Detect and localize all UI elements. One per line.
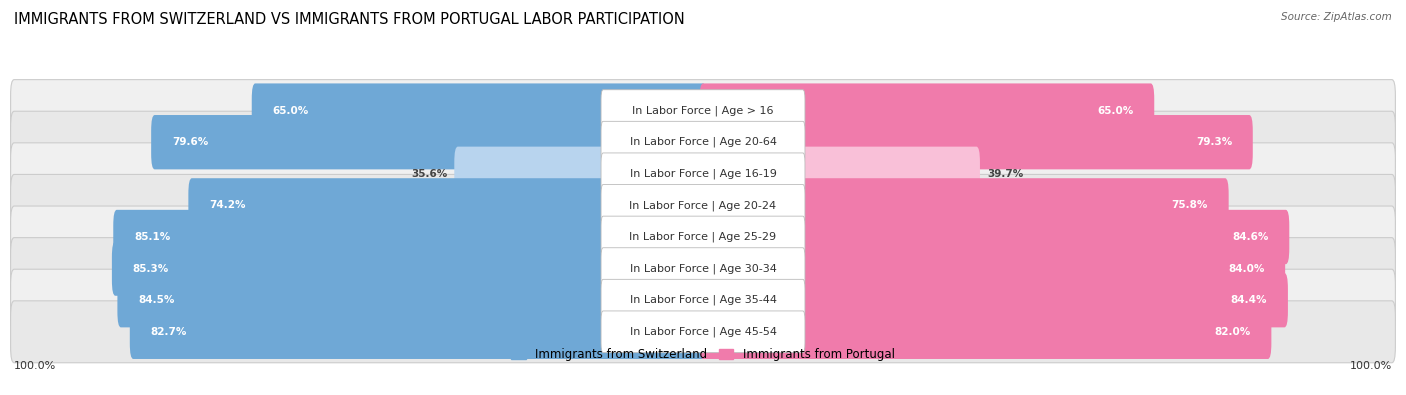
Text: Source: ZipAtlas.com: Source: ZipAtlas.com <box>1281 12 1392 22</box>
Text: 75.8%: 75.8% <box>1171 200 1208 211</box>
FancyBboxPatch shape <box>700 147 980 201</box>
Text: 84.0%: 84.0% <box>1227 263 1264 274</box>
Text: 84.4%: 84.4% <box>1230 295 1267 305</box>
Legend: Immigrants from Switzerland, Immigrants from Portugal: Immigrants from Switzerland, Immigrants … <box>506 343 900 366</box>
FancyBboxPatch shape <box>114 210 706 264</box>
Text: 82.0%: 82.0% <box>1215 327 1251 337</box>
FancyBboxPatch shape <box>112 241 706 296</box>
Text: 39.7%: 39.7% <box>987 169 1024 179</box>
FancyBboxPatch shape <box>11 206 1395 268</box>
FancyBboxPatch shape <box>11 143 1395 205</box>
Text: In Labor Force | Age 45-54: In Labor Force | Age 45-54 <box>630 327 776 337</box>
FancyBboxPatch shape <box>600 311 806 353</box>
Text: In Labor Force | Age 30-34: In Labor Force | Age 30-34 <box>630 263 776 274</box>
Text: 65.0%: 65.0% <box>1097 105 1133 116</box>
FancyBboxPatch shape <box>11 238 1395 299</box>
Text: 35.6%: 35.6% <box>411 169 447 179</box>
Text: 100.0%: 100.0% <box>14 361 56 371</box>
Text: 79.6%: 79.6% <box>172 137 208 147</box>
FancyBboxPatch shape <box>188 178 706 233</box>
FancyBboxPatch shape <box>700 210 1289 264</box>
Text: In Labor Force | Age 16-19: In Labor Force | Age 16-19 <box>630 169 776 179</box>
FancyBboxPatch shape <box>700 273 1288 327</box>
FancyBboxPatch shape <box>600 153 806 195</box>
FancyBboxPatch shape <box>600 184 806 226</box>
Text: 65.0%: 65.0% <box>273 105 309 116</box>
Text: IMMIGRANTS FROM SWITZERLAND VS IMMIGRANTS FROM PORTUGAL LABOR PARTICIPATION: IMMIGRANTS FROM SWITZERLAND VS IMMIGRANT… <box>14 12 685 27</box>
FancyBboxPatch shape <box>700 83 1154 138</box>
FancyBboxPatch shape <box>252 83 706 138</box>
FancyBboxPatch shape <box>11 301 1395 363</box>
FancyBboxPatch shape <box>700 178 1229 233</box>
FancyBboxPatch shape <box>600 216 806 258</box>
FancyBboxPatch shape <box>600 248 806 290</box>
Text: 100.0%: 100.0% <box>1350 361 1392 371</box>
FancyBboxPatch shape <box>700 241 1285 296</box>
FancyBboxPatch shape <box>11 269 1395 331</box>
Text: 82.7%: 82.7% <box>150 327 187 337</box>
FancyBboxPatch shape <box>117 273 706 327</box>
FancyBboxPatch shape <box>600 90 806 132</box>
FancyBboxPatch shape <box>600 121 806 163</box>
FancyBboxPatch shape <box>11 80 1395 141</box>
Text: 84.6%: 84.6% <box>1232 232 1268 242</box>
Text: 85.3%: 85.3% <box>132 263 169 274</box>
FancyBboxPatch shape <box>600 279 806 321</box>
Text: 84.5%: 84.5% <box>138 295 174 305</box>
Text: 74.2%: 74.2% <box>209 200 246 211</box>
Text: In Labor Force | Age 20-64: In Labor Force | Age 20-64 <box>630 137 776 147</box>
Text: 85.1%: 85.1% <box>134 232 170 242</box>
Text: In Labor Force | Age 20-24: In Labor Force | Age 20-24 <box>630 200 776 211</box>
FancyBboxPatch shape <box>700 305 1271 359</box>
FancyBboxPatch shape <box>152 115 706 169</box>
FancyBboxPatch shape <box>11 111 1395 173</box>
FancyBboxPatch shape <box>11 175 1395 236</box>
FancyBboxPatch shape <box>454 147 706 201</box>
Text: In Labor Force | Age 35-44: In Labor Force | Age 35-44 <box>630 295 776 305</box>
FancyBboxPatch shape <box>129 305 706 359</box>
Text: 79.3%: 79.3% <box>1197 137 1232 147</box>
FancyBboxPatch shape <box>700 115 1253 169</box>
Text: In Labor Force | Age 25-29: In Labor Force | Age 25-29 <box>630 232 776 242</box>
Text: In Labor Force | Age > 16: In Labor Force | Age > 16 <box>633 105 773 116</box>
